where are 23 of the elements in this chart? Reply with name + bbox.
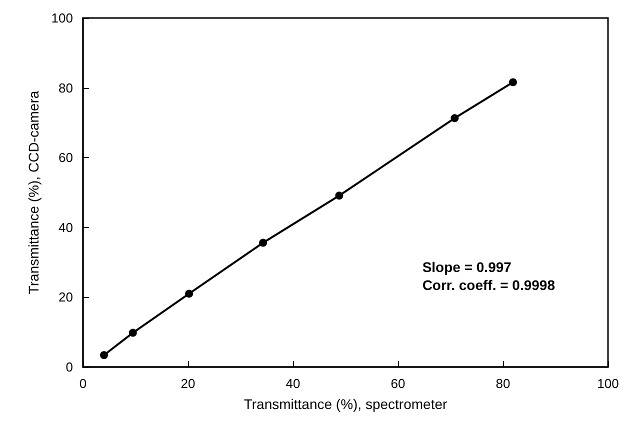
y-tick-label: 80 bbox=[58, 80, 73, 96]
y-tick-label: 20 bbox=[58, 290, 73, 305]
y-tick-label: 100 bbox=[51, 10, 73, 26]
annotation: Corr. coeff. = 0.9998 bbox=[422, 277, 556, 293]
x-tick-label: 80 bbox=[496, 376, 510, 391]
x-tick-label: 20 bbox=[180, 376, 196, 391]
point bbox=[100, 351, 108, 360]
point bbox=[185, 290, 194, 298]
point bbox=[508, 78, 517, 86]
x-tick-label: 0 bbox=[79, 376, 87, 391]
annotation: Slope = 0.997 bbox=[422, 259, 512, 275]
y-tick-label: 60 bbox=[58, 150, 73, 166]
point bbox=[259, 238, 268, 247]
x-axis-title: Transmittance (%), spectrometer bbox=[244, 396, 448, 412]
x-tick-label: 60 bbox=[390, 376, 406, 391]
point bbox=[450, 114, 459, 122]
y-axis-title: Transmittance (%), CCD-camera bbox=[25, 90, 42, 294]
x-tick-label: 100 bbox=[597, 376, 619, 391]
y-tick-label: 40 bbox=[58, 220, 73, 235]
y-tick-label: 0 bbox=[66, 360, 73, 374]
point bbox=[335, 192, 344, 200]
x-tick-label: 40 bbox=[286, 376, 300, 391]
point bbox=[128, 328, 137, 337]
